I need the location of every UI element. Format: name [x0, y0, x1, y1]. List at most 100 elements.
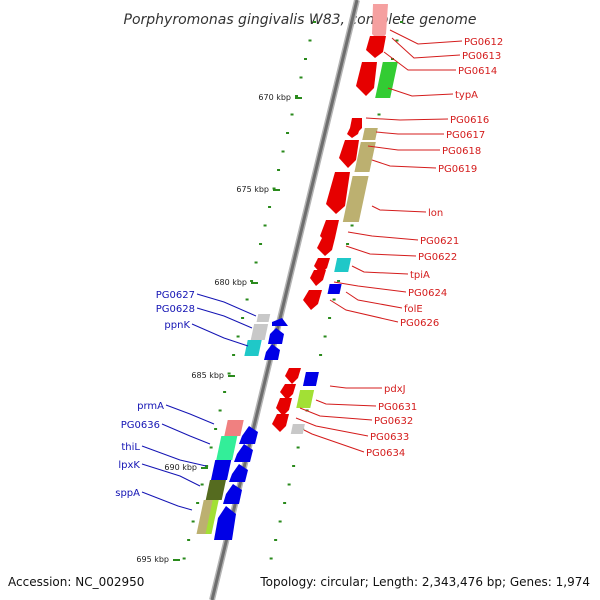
gene-thil[interactable]: [210, 460, 232, 480]
label-pg0626[interactable]: PG0626: [329, 299, 439, 329]
label-tpia[interactable]: tpiA: [351, 265, 430, 281]
gene-pg0636[interactable]: [216, 436, 238, 460]
gene-pg0616b[interactable]: [347, 128, 360, 138]
gene-label-text: PG0616: [450, 115, 489, 126]
svg-text:685 kbp: 685 kbp: [191, 371, 224, 380]
ruler-695: 695 kbp: [136, 555, 180, 564]
gene-tpia[interactable]: [334, 258, 352, 272]
gene-sppab[interactable]: [214, 506, 236, 540]
gene-label-text: PG0622: [418, 252, 457, 263]
accession-text: Accession: NC_002950: [8, 575, 144, 589]
label-leader-line: [196, 307, 253, 329]
svg-text:675 kbp: 675 kbp: [236, 185, 269, 194]
gene-pg0627b[interactable]: [272, 318, 288, 326]
label-pg0631[interactable]: PG0631: [315, 399, 417, 413]
gene-typa[interactable]: [375, 62, 398, 98]
gene-ppnk[interactable]: [244, 340, 262, 356]
gene-pdxj[interactable]: [302, 372, 319, 386]
gene-label-text: PG0634: [366, 448, 405, 459]
reverse-strand-genes: [196, 314, 288, 540]
gene-pg0622[interactable]: [317, 238, 335, 256]
gene-pg0628b[interactable]: [268, 328, 284, 344]
gene-fole[interactable]: [327, 284, 342, 294]
label-pg0633[interactable]: PG0633: [295, 417, 409, 443]
label-leader-line: [371, 159, 437, 169]
gene-prmab[interactable]: [239, 426, 258, 444]
label-lpxk[interactable]: lpxK: [118, 460, 201, 487]
gene-sppa-companion[interactable]: [205, 500, 219, 534]
label-leader-line: [315, 399, 377, 407]
label-pg0628[interactable]: PG0628: [156, 304, 253, 329]
gene-prma[interactable]: [224, 420, 244, 436]
gene-label-text: PG0624: [408, 288, 447, 299]
label-prma[interactable]: prmA: [137, 401, 215, 425]
label-pg0617[interactable]: PG0617: [375, 130, 485, 141]
gene-thilb[interactable]: [229, 464, 248, 482]
gene-lon-companion[interactable]: [342, 176, 369, 222]
gene-pg0613[interactable]: [366, 36, 386, 58]
gene-pg0633[interactable]: [276, 398, 292, 416]
label-pg0619[interactable]: PG0619: [371, 159, 477, 175]
gene-pg0632[interactable]: [296, 390, 315, 408]
label-leader-line: [141, 491, 193, 511]
label-sppa[interactable]: sppA: [115, 488, 193, 511]
label-leader-line: [347, 231, 419, 241]
gene-pg0636b[interactable]: [234, 444, 253, 462]
svg-text:690 kbp: 690 kbp: [164, 463, 197, 472]
gene-label-text: PG0627: [156, 290, 195, 301]
label-leader-line: [141, 463, 201, 487]
gene-pg0626[interactable]: [303, 290, 322, 310]
gene-pg0634[interactable]: [272, 414, 289, 432]
gene-pg0627[interactable]: [256, 314, 271, 322]
label-pg0624[interactable]: PG0624: [333, 281, 447, 299]
gene-lpxkb[interactable]: [223, 484, 242, 504]
label-leader-line: [345, 291, 403, 309]
label-pg0622[interactable]: PG0622: [345, 245, 457, 263]
label-fole[interactable]: folE: [345, 291, 423, 315]
gene-pg0619[interactable]: [354, 142, 376, 172]
ruler-680: 680 kbp: [214, 278, 258, 287]
gene-pg0617[interactable]: [362, 128, 378, 140]
gene-lon[interactable]: [326, 172, 350, 214]
label-pg0618[interactable]: PG0618: [367, 145, 481, 157]
label-leader-line: [191, 323, 249, 347]
gene-label-text: folE: [404, 304, 423, 315]
label-pg0627[interactable]: PG0627: [156, 290, 257, 317]
map-title: Porphyromonas gingivalis W83, complete g…: [124, 12, 477, 28]
gene-pg0628[interactable]: [250, 324, 269, 340]
label-typa[interactable]: typA: [387, 87, 478, 101]
gene-pg0634b[interactable]: [290, 424, 305, 434]
forward-gene-labels: PG0612 PG0613 PG0614 typA PG0616 PG0617 PG0618…: [295, 29, 503, 459]
label-pg0616[interactable]: PG0616: [365, 115, 489, 126]
gene-pg0612[interactable]: [372, 4, 388, 42]
label-leader-line: [383, 51, 456, 71]
gene-lpxk[interactable]: [205, 480, 226, 500]
label-thil[interactable]: thiL: [121, 442, 207, 467]
gene-pdxj-left[interactable]: [285, 368, 301, 384]
label-pg0613[interactable]: PG0613: [391, 37, 501, 62]
label-pg0621[interactable]: PG0621: [347, 231, 459, 247]
svg-text:680 kbp: 680 kbp: [214, 278, 247, 287]
label-lon[interactable]: lon: [371, 205, 443, 219]
gene-ppnkb[interactable]: [264, 344, 280, 360]
label-leader-line: [387, 87, 454, 97]
gene-label-text: lpxK: [118, 460, 140, 471]
gene-pg0618[interactable]: [339, 140, 359, 168]
gene-pg0614[interactable]: [356, 62, 377, 96]
label-ppnk[interactable]: ppnK: [164, 320, 249, 347]
gene-pg0624b[interactable]: [310, 270, 326, 286]
kbp-ruler: 670 kbp 675 kbp 680 kbp 685 kbp 690 kbp …: [136, 93, 302, 564]
label-pg0632[interactable]: PG0632: [299, 407, 413, 427]
label-pg0612[interactable]: PG0612: [389, 29, 503, 48]
label-pdxj[interactable]: pdxJ: [329, 384, 406, 395]
label-pg0634[interactable]: PG0634: [303, 429, 405, 459]
gene-label-text: PG0619: [438, 164, 477, 175]
svg-text:695 kbp: 695 kbp: [136, 555, 169, 564]
gene-label-text: lon: [428, 208, 443, 219]
label-pg0614[interactable]: PG0614: [383, 51, 497, 77]
label-pg0636[interactable]: PG0636: [121, 420, 211, 445]
label-leader-line: [365, 117, 449, 121]
gene-label-text: pdxJ: [384, 384, 406, 395]
gene-pg0631[interactable]: [280, 384, 296, 400]
gene-label-text: PG0613: [462, 51, 501, 62]
